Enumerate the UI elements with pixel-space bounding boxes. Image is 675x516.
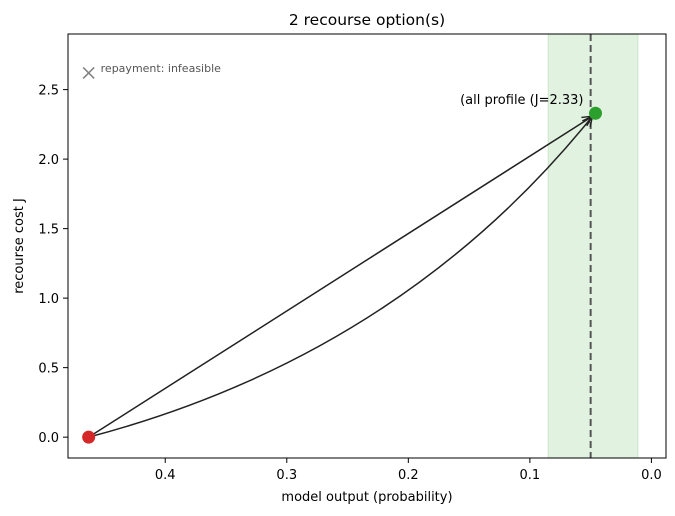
x-tick-label: 0.3 <box>276 468 297 483</box>
target-annotation: (all profile (J=2.33) <box>460 93 583 108</box>
y-tick-label: 1.5 <box>38 223 59 238</box>
recourse-path-1 <box>89 116 593 437</box>
y-tick-label: 2.0 <box>38 153 59 168</box>
y-tick-label: 1.0 <box>38 292 59 307</box>
target-point <box>589 107 602 120</box>
x-axis-label: model output (probability) <box>281 490 452 505</box>
infeasible-marker <box>83 67 94 78</box>
plot-area: (all profile (J=2.33) repayment: infeasib… <box>38 34 666 483</box>
infeasible-label: repayment: infeasible <box>101 62 221 75</box>
y-axis-label: recourse cost J <box>12 198 27 294</box>
y-tick-label: 0.5 <box>38 362 59 377</box>
x-tick-label: 0.4 <box>155 468 176 483</box>
chart-title: 2 recourse option(s) <box>289 11 445 29</box>
origin-point <box>82 431 95 444</box>
x-tick-label: 0.0 <box>641 468 662 483</box>
x-tick-label: 0.1 <box>520 468 541 483</box>
y-tick-label: 0.0 <box>38 431 59 446</box>
x-tick-label: 0.2 <box>398 468 419 483</box>
y-tick-label: 2.5 <box>38 84 59 99</box>
